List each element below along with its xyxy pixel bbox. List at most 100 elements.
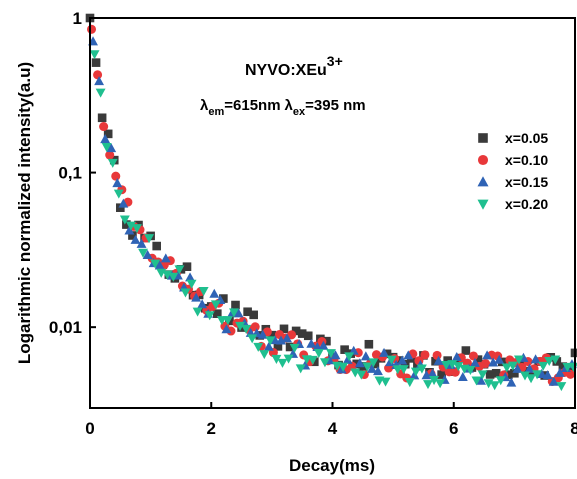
y-axis-title: Logarithmic normalized intensity(a.u) [15, 62, 34, 364]
data-point [89, 50, 100, 60]
data-point [107, 158, 118, 168]
data-point [520, 371, 530, 381]
data-point [476, 375, 486, 385]
data-point [101, 143, 112, 153]
data-point [154, 260, 165, 270]
data-point [330, 350, 341, 360]
data-point [538, 361, 549, 371]
data-point [152, 241, 161, 251]
data-point [470, 357, 480, 367]
data-point [473, 355, 483, 364]
data-point [542, 370, 553, 380]
data-point [303, 331, 313, 341]
data-point [113, 189, 124, 199]
lambda-em-symbol: λ [200, 97, 209, 114]
data-point [554, 367, 565, 377]
data-point [119, 215, 130, 225]
data-point [427, 368, 438, 378]
data-point [229, 308, 239, 318]
data-point [243, 307, 252, 317]
x-tick-label: 6 [449, 419, 458, 438]
data-point [494, 354, 505, 364]
data-point [132, 224, 142, 234]
data-point [105, 150, 115, 160]
data-point [106, 143, 117, 153]
legend-label: x=0.05 [505, 130, 548, 146]
data-point [253, 342, 264, 352]
data-point [277, 358, 288, 368]
data-point [340, 345, 349, 354]
data-point [285, 342, 295, 352]
data-point [186, 279, 197, 289]
data-point [295, 364, 306, 374]
data-point [429, 376, 439, 386]
data-point [536, 368, 547, 378]
data-point [111, 171, 121, 181]
data-point [461, 346, 471, 355]
data-point [213, 309, 222, 318]
data-point [122, 220, 131, 229]
lambda-ex-symbol: λ [285, 97, 294, 114]
data-point [366, 363, 377, 373]
data-point [231, 300, 240, 310]
data-point [191, 292, 202, 302]
data-point [471, 376, 482, 386]
data-point [136, 238, 147, 248]
data-point [524, 363, 535, 373]
data-point [453, 362, 464, 372]
data-point [144, 234, 155, 244]
data-point [313, 348, 324, 359]
data-point [221, 324, 232, 334]
data-point [558, 362, 568, 371]
data-point [373, 366, 383, 376]
data-point [489, 381, 500, 391]
data-point [501, 363, 512, 373]
data-point [197, 299, 208, 309]
data-point [526, 374, 536, 384]
data-point [488, 357, 499, 367]
data-point [291, 326, 301, 336]
data-point [95, 88, 106, 98]
x-tick-label: 2 [207, 419, 216, 438]
data-point [247, 334, 258, 344]
legend-marker [477, 199, 489, 210]
data-point [465, 365, 476, 375]
data-point [556, 382, 567, 392]
data-point [174, 265, 185, 275]
data-point [397, 355, 408, 365]
data-point [103, 129, 113, 139]
data-point [319, 358, 330, 368]
data-point [512, 363, 523, 373]
data-point [289, 343, 300, 353]
data-point [416, 364, 427, 374]
data-point [338, 362, 349, 372]
data-point [257, 329, 268, 339]
data-point [356, 370, 367, 380]
data-point [198, 286, 209, 296]
data-point [457, 371, 468, 381]
legend: x=0.05 x=0.10 x=0.15 x=0.20 [477, 130, 548, 212]
data-points [85, 13, 577, 392]
data-point [100, 134, 111, 144]
data-point [404, 378, 415, 388]
data-point [451, 352, 462, 362]
x-axis-title: Decay(ms) [289, 456, 375, 475]
data-point [477, 370, 488, 380]
data-point [282, 333, 292, 343]
data-point [495, 376, 506, 386]
data-point [513, 355, 524, 365]
legend-label: x=0.15 [505, 174, 548, 190]
data-point [150, 259, 161, 269]
data-point [410, 367, 421, 377]
compound-superscript: 3+ [327, 53, 343, 69]
data-point [94, 76, 105, 86]
data-point [532, 370, 543, 380]
data-point [437, 370, 446, 379]
data-point [342, 354, 353, 364]
data-point [318, 340, 329, 350]
data-point [510, 368, 519, 378]
data-point [233, 308, 244, 318]
legend-marker [478, 133, 488, 143]
legend-label: x=0.20 [505, 196, 548, 212]
